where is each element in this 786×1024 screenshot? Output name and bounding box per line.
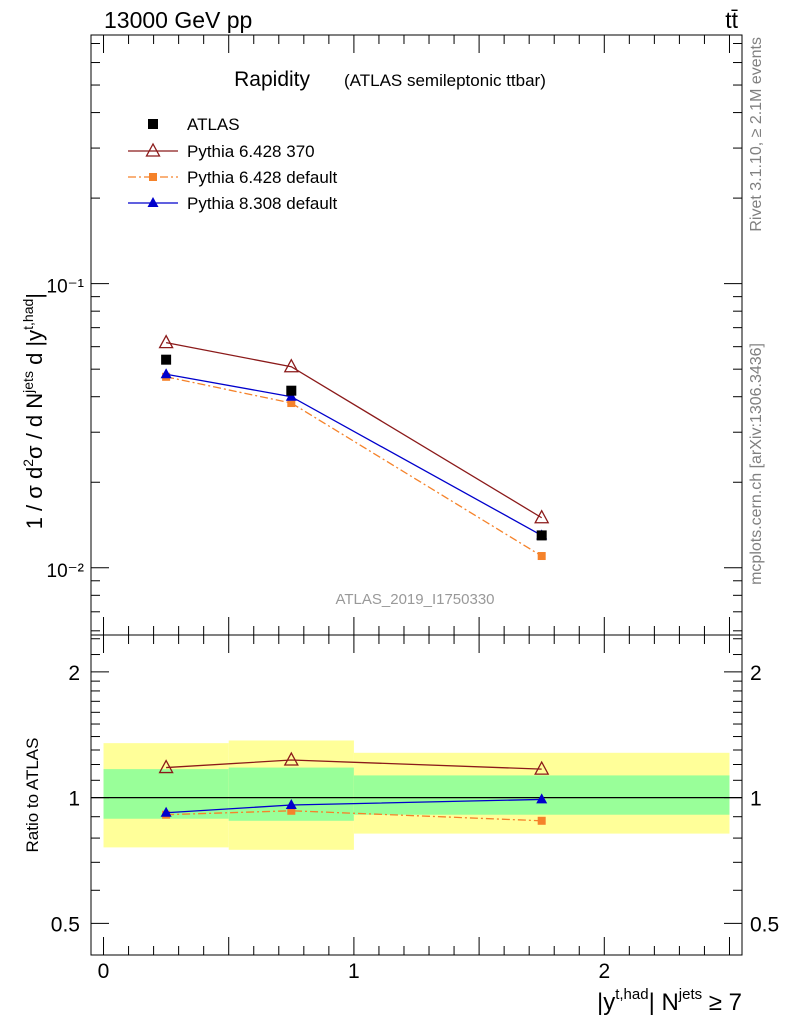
legend-label: ATLAS bbox=[187, 115, 240, 134]
ratio-point bbox=[158, 759, 174, 774]
ratio-point bbox=[287, 806, 296, 815]
ratio-point bbox=[534, 760, 550, 775]
main-series bbox=[158, 334, 550, 561]
legend-marker bbox=[148, 119, 158, 129]
main-panel: 10⁻¹ 10⁻² Rapidity (ATLAS semileptonic tt… bbox=[20, 34, 743, 636]
chart-subtitle: (ATLAS semileptonic ttbar) bbox=[344, 71, 546, 90]
data-point bbox=[160, 368, 172, 379]
ratio-point bbox=[537, 816, 546, 825]
ratio-y-tick-label: 0.5 bbox=[51, 913, 80, 936]
ratio-point bbox=[285, 799, 297, 810]
data-point bbox=[158, 334, 174, 349]
ratio-panel: 0.5 0.5 1 1 2 2 0 1 2 Ratio to ATLAS |yt,had| Nj… bbox=[23, 634, 779, 1016]
ratio-point bbox=[536, 793, 548, 804]
main-ticks: 10⁻¹ 10⁻² bbox=[47, 35, 742, 635]
legend-marker bbox=[149, 173, 157, 181]
energy-label: 13000 GeV pp bbox=[104, 7, 252, 33]
x-tick-label: 1 bbox=[348, 960, 360, 983]
ratio-y-axis-label: Ratio to ATLAS bbox=[23, 738, 42, 853]
ratio-series-line bbox=[166, 810, 542, 822]
main-y-axis-label: 1 / σ d2σ / d Njets d |yt,had| bbox=[20, 293, 47, 529]
analysis-id: ATLAS_2019_I1750330 bbox=[335, 591, 494, 608]
ratio-y-tick-label-right: 1 bbox=[750, 788, 762, 811]
x-axis-label: |yt,had| Njets ≥ 7 bbox=[597, 986, 742, 1016]
ratio-series bbox=[158, 751, 550, 825]
ratio-point bbox=[160, 806, 172, 817]
data-point bbox=[286, 385, 297, 396]
mcplots-label: mcplots.cern.ch [arXiv:1306.3436] bbox=[748, 343, 765, 585]
ratio-y-tick-label-right: 2 bbox=[750, 662, 762, 685]
data-point bbox=[536, 530, 547, 541]
legend-label: Pythia 6.428 default bbox=[187, 168, 338, 187]
data-point bbox=[534, 509, 550, 524]
ratio-series-line bbox=[166, 759, 542, 770]
ratio-y-tick-label-right: 0.5 bbox=[750, 913, 779, 936]
data-point bbox=[161, 354, 172, 365]
legend: ATLAS Pythia 6.428 370 Pythia 6.428 defaul… bbox=[128, 115, 338, 213]
chart-title: Rapidity bbox=[234, 68, 310, 91]
legend-label: Pythia 8.308 default bbox=[187, 194, 338, 213]
series-line bbox=[166, 373, 543, 536]
ratio-y-tick-label: 1 bbox=[68, 788, 80, 811]
series-line bbox=[165, 376, 543, 557]
legend-marker bbox=[145, 142, 161, 157]
y-tick-label: 10⁻¹ bbox=[47, 277, 85, 298]
series-line bbox=[165, 341, 543, 519]
legend-label: Pythia 6.428 370 bbox=[187, 142, 315, 161]
ratio-ticks: 0.5 0.5 1 1 2 2 0 1 2 bbox=[51, 635, 779, 983]
x-tick-label: 0 bbox=[98, 960, 110, 983]
data-point bbox=[537, 552, 546, 561]
x-tick-label: 2 bbox=[598, 960, 610, 983]
legend-marker bbox=[147, 197, 159, 207]
rivet-label: Rivet 3.1.10, ≥ 2.1M events bbox=[748, 37, 765, 232]
data-point bbox=[285, 390, 297, 401]
ratio-point bbox=[283, 751, 299, 766]
ratio-y-tick-label: 2 bbox=[68, 662, 80, 685]
ratio-frame bbox=[90, 634, 743, 956]
data-point bbox=[283, 358, 299, 373]
ratio-bands bbox=[103, 740, 730, 850]
data-point bbox=[287, 399, 296, 408]
process-label: tt̄ bbox=[725, 7, 738, 33]
y-tick-label: 10⁻² bbox=[47, 561, 85, 582]
